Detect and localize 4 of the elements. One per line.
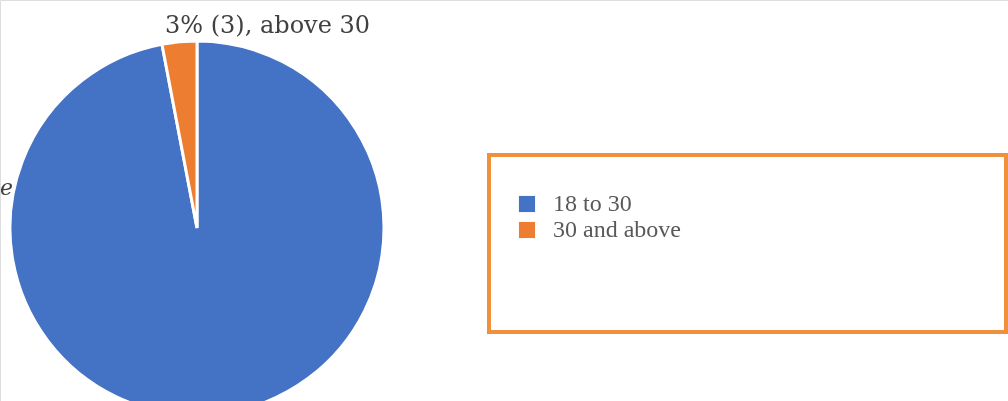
data-label: 3% (3), above 30 xyxy=(165,10,371,39)
legend-label: 30 and above xyxy=(553,216,681,242)
text: e xyxy=(0,175,14,200)
legend-label: 18 to 30 xyxy=(553,190,632,216)
